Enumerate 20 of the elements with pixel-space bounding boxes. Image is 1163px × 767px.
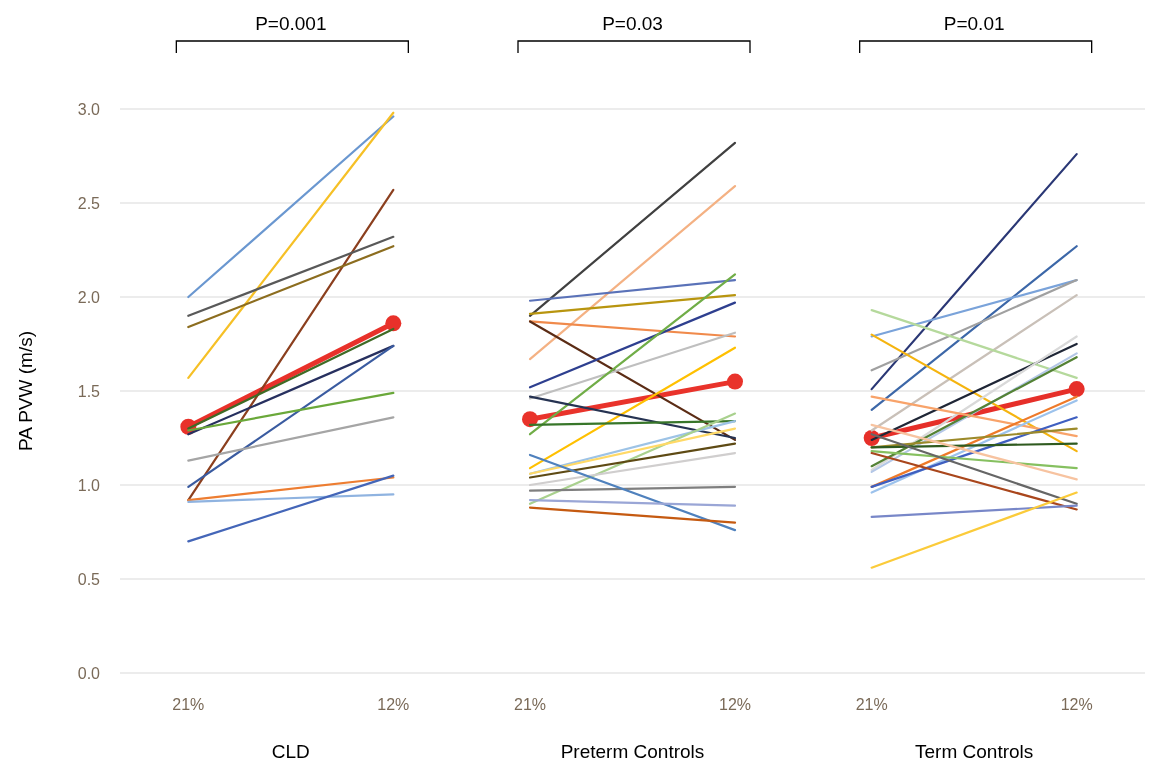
y-axis-title: PA PVW (m/s) <box>15 331 36 451</box>
text: P=0.001 <box>255 13 327 34</box>
y-tick-label: 0.5 <box>77 570 101 588</box>
x-tick-label: 12% <box>1060 696 1093 713</box>
y-tick-label: 0.0 <box>77 664 101 682</box>
x-tick-label: 21% <box>513 696 547 713</box>
y-tick-label: 1.5 <box>77 382 101 400</box>
y-tick-label: 2.5 <box>77 194 101 212</box>
x-tick-label: 12% <box>718 696 752 713</box>
y-tick-label: 1.0 <box>77 476 101 494</box>
text: P=0.01 <box>943 13 1005 34</box>
text: P=0.03 <box>602 13 663 34</box>
text: CLD <box>271 741 310 762</box>
text: Term Controls <box>915 741 1034 762</box>
x-tick-label: 12% <box>377 696 410 713</box>
text: Preterm Controls <box>560 741 705 762</box>
x-tick-label: 21% <box>855 696 888 713</box>
y-tick-label: 2.0 <box>77 288 101 306</box>
y-tick-label: 3.0 <box>77 100 101 118</box>
x-tick-label: 21% <box>172 696 205 713</box>
